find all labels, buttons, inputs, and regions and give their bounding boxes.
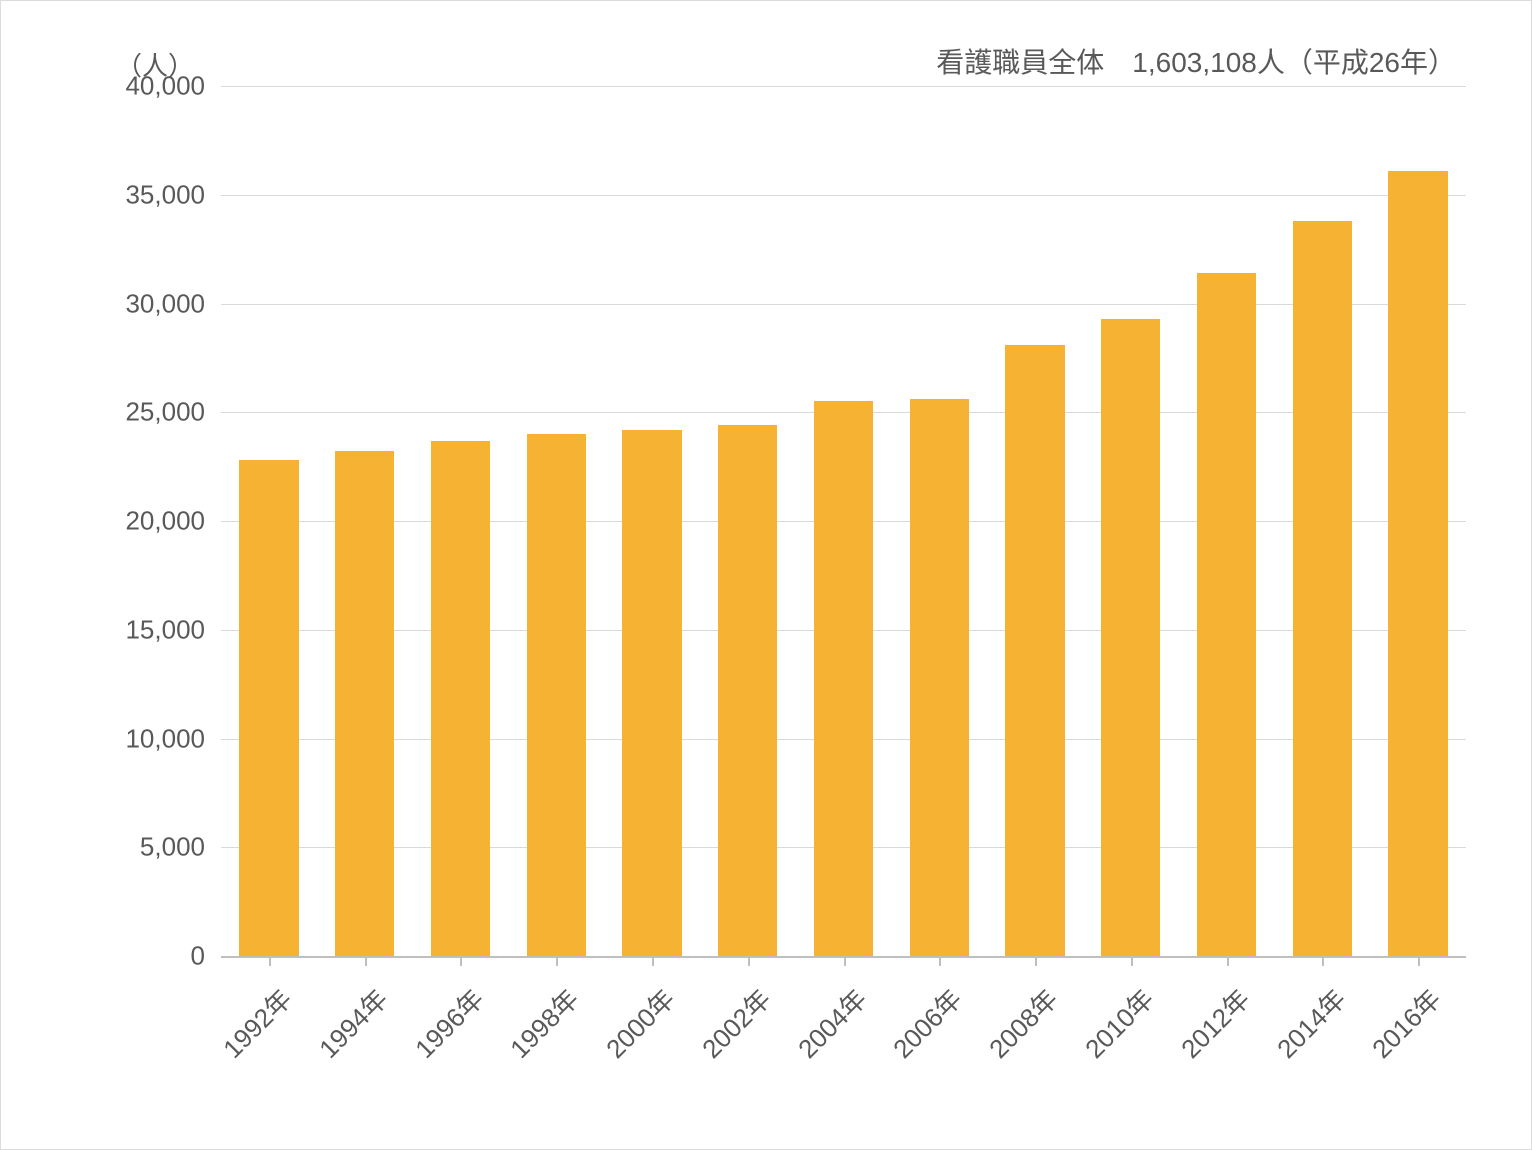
x-tick-mark [460, 956, 462, 966]
x-tick-mark [748, 956, 750, 966]
bar [1388, 171, 1447, 956]
y-tick-label: 40,000 [125, 71, 205, 102]
x-tick-label: 2010年 [1076, 980, 1161, 1065]
y-tick-label: 35,000 [125, 179, 205, 210]
x-tick-label: 2014年 [1267, 980, 1352, 1065]
bar [910, 399, 969, 956]
x-tick-mark [1322, 956, 1324, 966]
x-tick-mark [556, 956, 558, 966]
bar [239, 460, 298, 956]
bars-layer [221, 86, 1466, 956]
x-tick-label: 2016年 [1363, 980, 1448, 1065]
x-tick-label: 2004年 [788, 980, 873, 1065]
x-tick-mark [365, 956, 367, 966]
x-tick-mark [1131, 956, 1133, 966]
x-tick-label: 2008年 [980, 980, 1065, 1065]
bar [1197, 273, 1256, 956]
bar [335, 451, 394, 956]
x-tick-mark [844, 956, 846, 966]
chart-annotation: 看護職員全体 1,603,108人（平成26年） [936, 41, 1456, 81]
x-tick-label: 2000年 [597, 980, 682, 1065]
chart-frame: （人） 看護職員全体 1,603,108人（平成26年） 1992年1994年1… [0, 0, 1532, 1150]
bar [718, 425, 777, 956]
y-tick-label: 30,000 [125, 288, 205, 319]
bar [431, 441, 490, 956]
x-tick-label: 2012年 [1171, 980, 1256, 1065]
bar [814, 401, 873, 956]
y-tick-label: 5,000 [140, 832, 205, 863]
bar [622, 430, 681, 956]
y-tick-label: 10,000 [125, 723, 205, 754]
x-tick-mark [939, 956, 941, 966]
x-tick-label: 1992年 [214, 980, 299, 1065]
x-tick-mark [1227, 956, 1229, 966]
x-tick-mark [652, 956, 654, 966]
x-tick-label: 1996年 [405, 980, 490, 1065]
x-tick-label: 2002年 [692, 980, 777, 1065]
x-tick-label: 1994年 [309, 980, 394, 1065]
x-tick-label: 2006年 [884, 980, 969, 1065]
bar [1101, 319, 1160, 956]
x-tick-mark [1418, 956, 1420, 966]
bar [527, 434, 586, 956]
x-tick-mark [269, 956, 271, 966]
plot-area: 1992年1994年1996年1998年2000年2002年2004年2006年… [221, 86, 1466, 956]
y-tick-label: 0 [191, 941, 205, 972]
y-tick-label: 20,000 [125, 506, 205, 537]
x-tick-mark [1035, 956, 1037, 966]
y-tick-label: 15,000 [125, 614, 205, 645]
y-tick-label: 25,000 [125, 397, 205, 428]
bar [1005, 345, 1064, 956]
x-tick-label: 1998年 [501, 980, 586, 1065]
bar [1293, 221, 1352, 956]
